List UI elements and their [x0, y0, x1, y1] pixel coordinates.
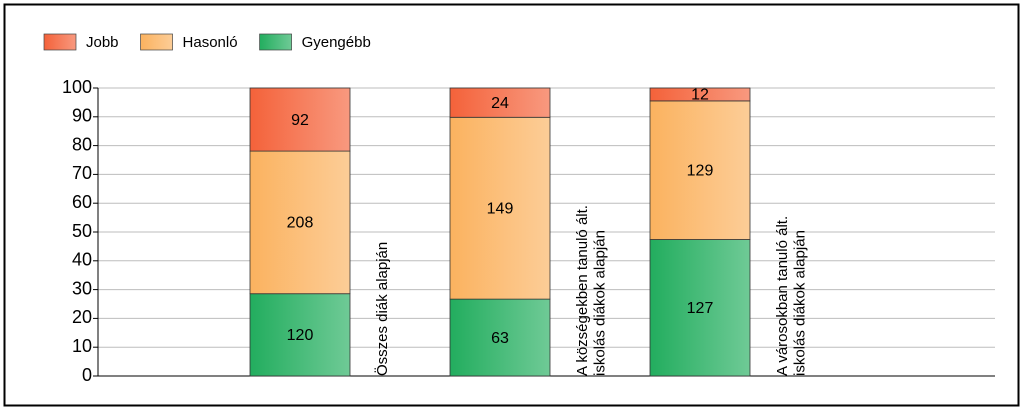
data-label: 24	[491, 95, 509, 112]
legend-swatch	[140, 33, 173, 51]
legend-swatch	[43, 33, 77, 51]
y-tick-label: 30	[72, 278, 92, 298]
bar-segment	[449, 116, 551, 300]
data-label: 92	[291, 112, 309, 129]
data-label: 120	[287, 327, 314, 344]
y-tick-label: 100	[62, 77, 92, 97]
y-tick-label: 70	[72, 163, 92, 183]
bar-segment	[449, 298, 551, 377]
x-tick-label: Összes diák alapján	[373, 242, 391, 376]
data-label: 149	[487, 200, 514, 217]
data-label: 129	[687, 162, 714, 179]
data-label: 63	[491, 330, 509, 347]
x-tick-label: A városokban tanuló ált.iskolás diákok a…	[774, 216, 808, 376]
y-tick-label: 20	[72, 307, 92, 327]
bar-segment	[649, 100, 751, 240]
legend-swatch	[259, 33, 292, 51]
y-tick-label: 80	[72, 134, 92, 154]
bar-segment	[449, 87, 551, 118]
y-tick-label: 10	[72, 336, 92, 356]
y-tick-label: 50	[72, 221, 92, 241]
y-tick-label: 40	[72, 250, 92, 270]
data-label: 127	[687, 300, 714, 317]
bar-segment	[649, 239, 751, 377]
legend-label: Jobb	[86, 34, 119, 51]
bar-segment	[249, 293, 351, 377]
bar-segment	[649, 87, 751, 102]
data-label: 12	[691, 87, 709, 104]
x-tick-label: A községekben tanuló ált.iskolás diákok …	[574, 205, 608, 376]
y-tick-label: 60	[72, 192, 92, 212]
y-tick-label: 0	[82, 365, 92, 385]
y-tick-label: 90	[72, 106, 92, 126]
legend-label: Hasonló	[183, 34, 238, 51]
data-label: 208	[287, 215, 314, 232]
bar-segment	[249, 87, 351, 152]
bar-segment	[249, 150, 351, 295]
legend-label: Gyengébb	[302, 34, 371, 51]
